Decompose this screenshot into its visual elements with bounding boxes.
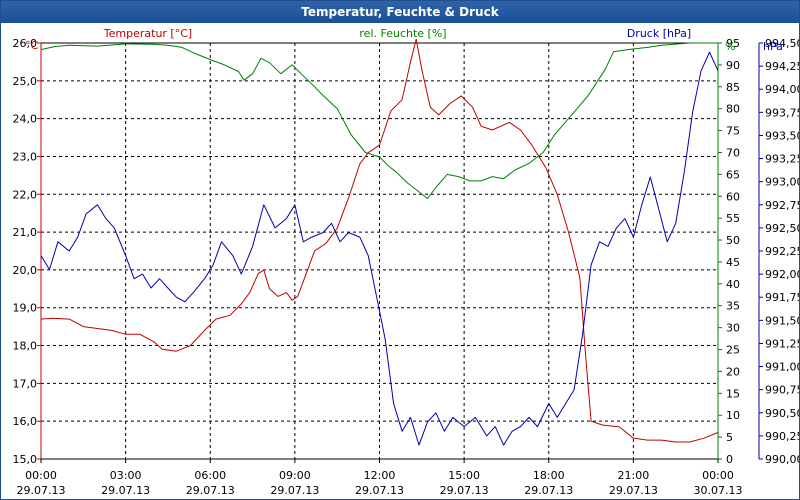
humidity-unit-label: % bbox=[725, 40, 735, 53]
pressure-tick-label: 992,50 bbox=[765, 222, 799, 235]
pressure-tick-label: 994,50 bbox=[765, 37, 799, 50]
temperature-unit-label: °C bbox=[25, 39, 39, 52]
date-tick-label: 29.07.13 bbox=[17, 484, 66, 497]
temperature-axis: 15,0 16,0 17,0 18,0 19,0 20,0 21,0 22,0 23,0 24,0… bbox=[13, 37, 41, 466]
humidity-tick-label: 5 bbox=[726, 431, 733, 444]
temperature-tick-label: 15,0 bbox=[13, 453, 38, 466]
chart-canvas: 15,0 16,0 17,0 18,0 19,0 20,0 21,0 22,0 23,0 24,0… bbox=[13, 27, 800, 497]
pressure-tick-label: 993,75 bbox=[765, 106, 799, 119]
pressure-axis: 990,00 990,25 990,50 990,75 991,00 991,25 991,… bbox=[759, 37, 799, 466]
chart-title: Temperatur, Feuchte & Druck bbox=[1, 1, 799, 23]
temperature-axis-label: Temperatur [°C] bbox=[103, 27, 192, 40]
time-tick-label: 15:00 bbox=[448, 469, 480, 482]
temperature-tick-label: 22,0 bbox=[13, 188, 38, 201]
humidity-tick-label: 90 bbox=[726, 59, 740, 72]
pressure-tick-label: 990,25 bbox=[765, 430, 799, 443]
pressure-tick-label: 990,75 bbox=[765, 384, 799, 397]
temperature-tick-label: 25,0 bbox=[13, 75, 38, 88]
humidity-tick-label: 10 bbox=[726, 409, 740, 422]
humidity-tick-label: 30 bbox=[726, 322, 740, 335]
humidity-tick-label: 0 bbox=[726, 453, 733, 466]
plot-border bbox=[40, 42, 760, 460]
time-tick-label: 21:00 bbox=[618, 469, 650, 482]
humidity-tick-label: 50 bbox=[726, 234, 740, 247]
humidity-axis: 0 5 10 15 20 25 30 35 40 45 50 55 60 65 70 75 80 85 90 95 bbox=[718, 37, 740, 466]
temperature-tick-label: 24,0 bbox=[13, 113, 38, 126]
pressure-axis-label: Druck [hPa] bbox=[627, 27, 691, 40]
pressure-tick-label: 994,00 bbox=[765, 83, 799, 96]
pressure-tick-label: 991,75 bbox=[765, 291, 799, 304]
date-tick-label: 29.07.13 bbox=[270, 484, 319, 497]
series-line-humidity bbox=[40, 42, 718, 199]
pressure-tick-label: 991,50 bbox=[765, 314, 799, 327]
pressure-tick-label: 992,75 bbox=[765, 199, 799, 212]
time-axis: 00:00 29.07.13 03:00 29.07.13 06:00 29.07.13 0… bbox=[17, 459, 743, 497]
date-tick-label: 29.07.13 bbox=[524, 484, 573, 497]
pressure-tick-label: 992,25 bbox=[765, 245, 799, 258]
humidity-tick-label: 15 bbox=[726, 387, 740, 400]
temperature-tick-label: 23,0 bbox=[13, 150, 38, 163]
time-tick-label: 00:00 bbox=[25, 469, 57, 482]
humidity-tick-label: 55 bbox=[726, 212, 740, 225]
time-tick-label: 06:00 bbox=[194, 469, 226, 482]
humidity-tick-label: 65 bbox=[726, 168, 740, 181]
time-tick-label: 12:00 bbox=[364, 469, 396, 482]
series-lines bbox=[40, 38, 719, 446]
humidity-tick-label: 20 bbox=[726, 365, 740, 378]
humidity-tick-label: 35 bbox=[726, 300, 740, 313]
humidity-tick-label: 70 bbox=[726, 146, 740, 159]
humidity-tick-label: 60 bbox=[726, 190, 740, 203]
humidity-axis-label: rel. Feuchte [%] bbox=[359, 27, 446, 40]
time-tick-label: 09:00 bbox=[279, 469, 311, 482]
pressure-tick-label: 990,50 bbox=[765, 407, 799, 420]
pressure-tick-label: 993,00 bbox=[765, 176, 799, 189]
temperature-tick-label: 17,0 bbox=[13, 377, 38, 390]
pressure-tick-label: 993,25 bbox=[765, 153, 799, 166]
temperature-tick-label: 20,0 bbox=[13, 264, 38, 277]
grid bbox=[40, 42, 719, 460]
humidity-tick-label: 95 bbox=[726, 37, 740, 50]
series-line-temperature bbox=[40, 38, 719, 443]
temperature-tick-label: 26,0 bbox=[13, 37, 38, 50]
date-tick-label: 29.07.13 bbox=[101, 484, 150, 497]
time-tick-label: 03:00 bbox=[110, 469, 142, 482]
humidity-tick-label: 80 bbox=[726, 103, 740, 116]
date-tick-label: 29.07.13 bbox=[609, 484, 658, 497]
temperature-tick-label: 18,0 bbox=[13, 340, 38, 353]
axis-labels: °C Temperatur [°C] rel. Feuchte [%] Druc… bbox=[25, 27, 783, 53]
pressure-tick-label: 993,50 bbox=[765, 129, 799, 142]
pressure-tick-label: 991,25 bbox=[765, 337, 799, 350]
date-tick-label: 30.07.13 bbox=[694, 484, 743, 497]
humidity-tick-label: 25 bbox=[726, 344, 740, 357]
time-tick-label: 00:00 bbox=[702, 469, 734, 482]
series-line-pressure bbox=[40, 51, 719, 446]
humidity-tick-label: 75 bbox=[726, 125, 740, 138]
pressure-tick-label: 991,00 bbox=[765, 361, 799, 374]
temperature-tick-label: 16,0 bbox=[13, 415, 38, 428]
humidity-tick-label: 85 bbox=[726, 81, 740, 94]
pressure-tick-label: 994,25 bbox=[765, 60, 799, 73]
pressure-tick-label: 992,00 bbox=[765, 268, 799, 281]
humidity-tick-label: 45 bbox=[726, 256, 740, 269]
pressure-unit-label: hPa bbox=[763, 40, 783, 53]
pressure-tick-label: 990,00 bbox=[765, 453, 799, 466]
time-tick-label: 18:00 bbox=[533, 469, 565, 482]
humidity-tick-label: 40 bbox=[726, 278, 740, 291]
date-tick-label: 29.07.13 bbox=[355, 484, 404, 497]
date-tick-label: 29.07.13 bbox=[440, 484, 489, 497]
temperature-tick-label: 21,0 bbox=[13, 226, 38, 239]
temperature-tick-label: 19,0 bbox=[13, 302, 38, 315]
date-tick-label: 29.07.13 bbox=[186, 484, 235, 497]
